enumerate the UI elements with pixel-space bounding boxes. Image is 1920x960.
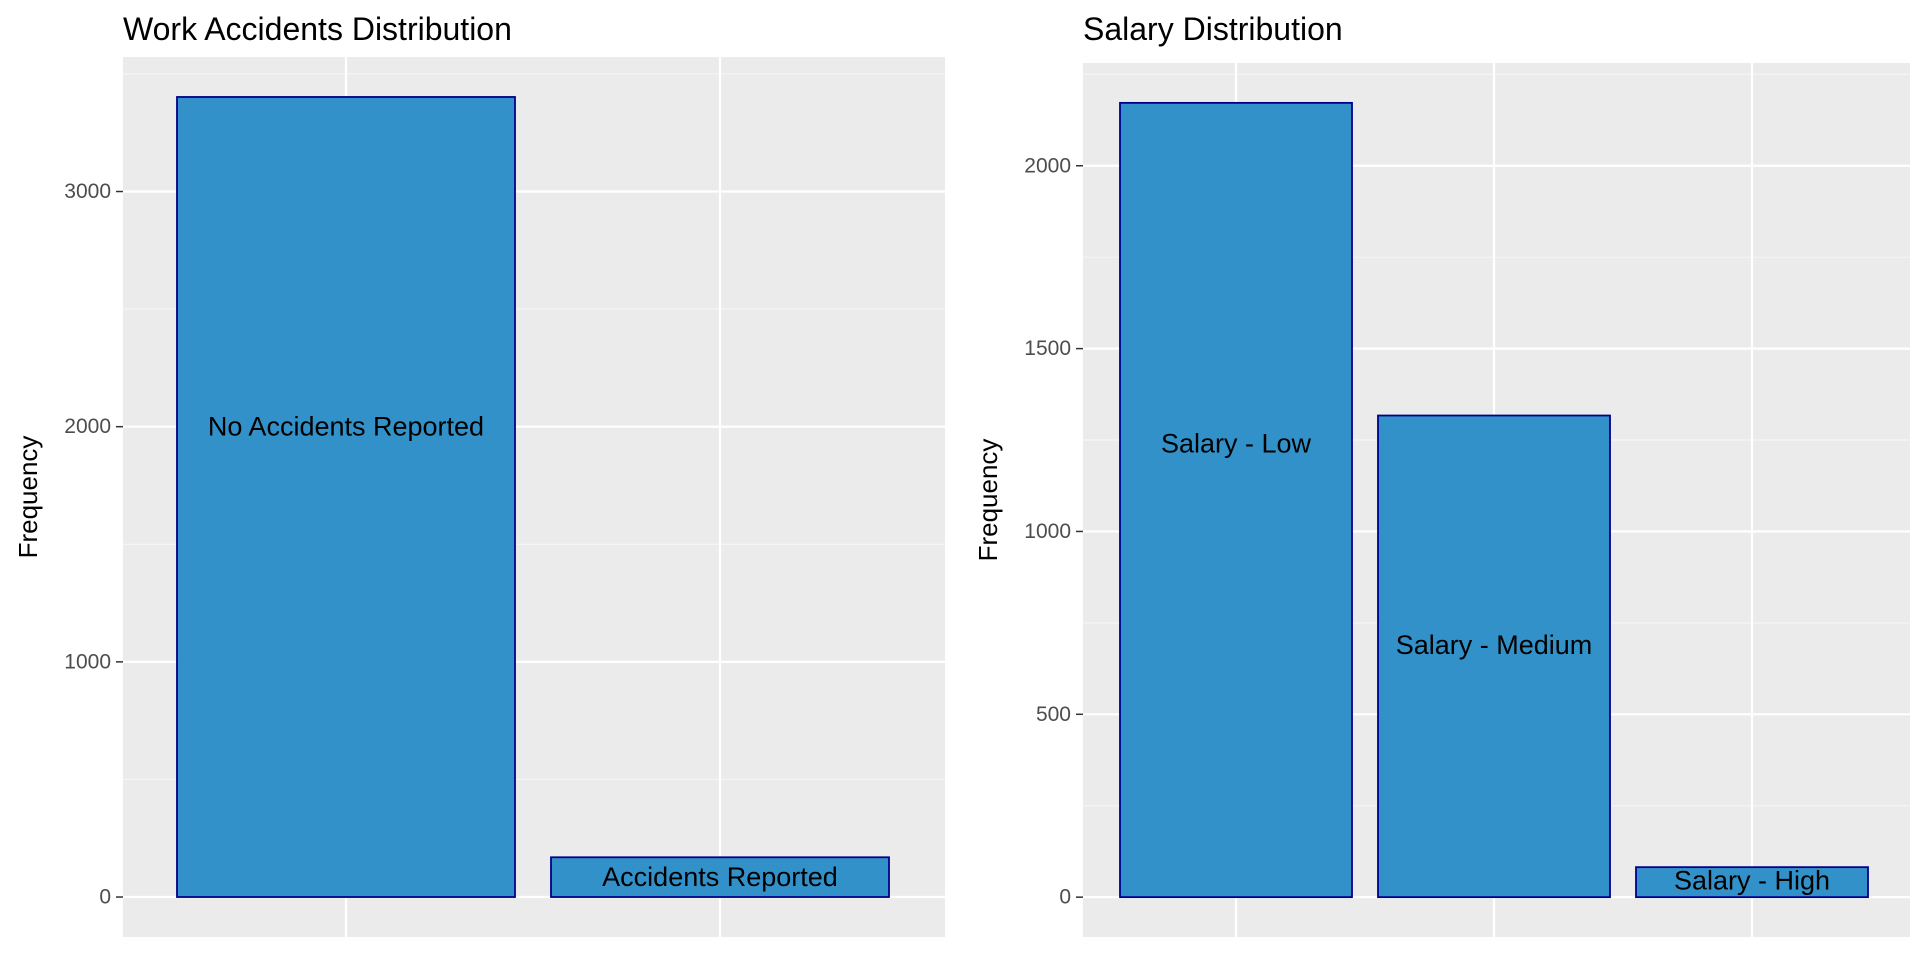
- y-tick-label: 500: [1036, 703, 1071, 726]
- chart-title: Salary Distribution: [1083, 11, 1343, 47]
- y-tick-label: 3000: [64, 180, 111, 203]
- bar: [1119, 101, 1353, 899]
- bar: [1635, 866, 1869, 899]
- bar-label: Salary - Low: [1161, 429, 1312, 459]
- bar: [1377, 414, 1611, 899]
- y-tick-label: 0: [1059, 886, 1071, 909]
- bar-label: Salary - High: [1674, 866, 1830, 896]
- bar-label: No Accidents Reported: [208, 412, 484, 442]
- bar-labels: Salary - Low Salary - Medium Salary - High: [1161, 429, 1830, 896]
- y-tick-label: 1000: [64, 650, 111, 673]
- y-axis: 0 1000 2000 3000: [64, 180, 123, 909]
- y-tick-label: 2000: [64, 415, 111, 438]
- bars: [1119, 101, 1869, 899]
- bar: [550, 856, 890, 898]
- y-axis-label: Frequency: [973, 439, 1003, 562]
- chart-title: Work Accidents Distribution: [123, 11, 512, 47]
- y-tick-label: 1000: [1024, 520, 1071, 543]
- bar-labels: No Accidents Reported Accidents Reported: [208, 412, 838, 892]
- work-accidents-chart: Work Accidents Distribution No Accidents…: [13, 11, 945, 937]
- y-axis-label: Frequency: [13, 436, 43, 559]
- bar: [176, 96, 516, 898]
- y-axis: 0 500 1000 1500 2000: [1024, 154, 1083, 909]
- bars: [176, 96, 890, 898]
- y-tick-label: 0: [99, 886, 111, 909]
- bar-label: Salary - Medium: [1396, 630, 1593, 660]
- y-tick-label: 1500: [1024, 337, 1071, 360]
- bar-label: Accidents Reported: [602, 862, 838, 892]
- y-tick-label: 2000: [1024, 154, 1071, 177]
